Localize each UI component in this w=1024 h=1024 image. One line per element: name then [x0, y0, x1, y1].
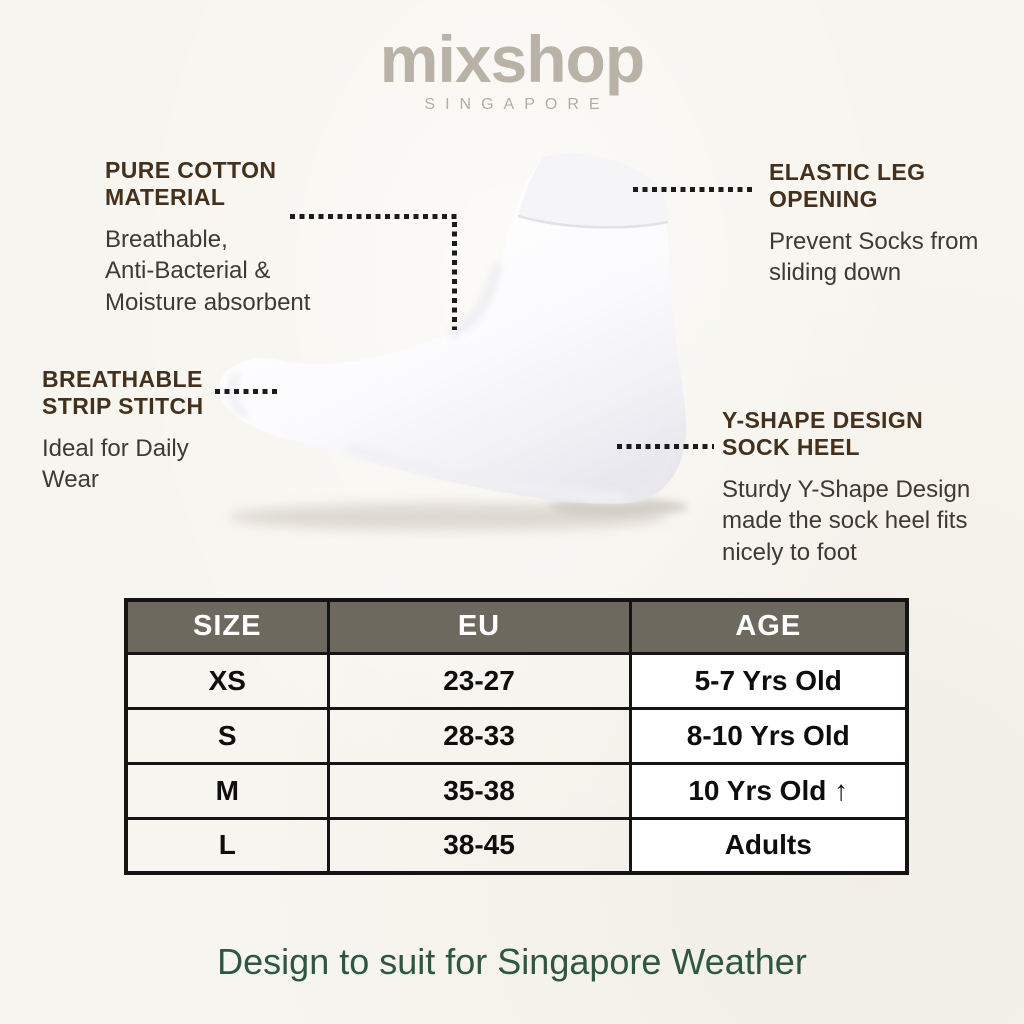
cell-age: 10 Yrs Old ↑ [628, 761, 909, 820]
sock-body [219, 153, 687, 504]
sock-image [198, 128, 730, 548]
brand-logo-text: mixshop [379, 22, 645, 96]
callout-y-shape-heel: Y-SHAPE DESIGN SOCK HEEL Sturdy Y-Shape … [722, 407, 1012, 568]
col-header-size: SIZE [124, 598, 330, 655]
sock-illustration [219, 153, 688, 531]
dotted-line-elastic-leg [633, 187, 755, 192]
callout-y-shape-heel-title: Y-SHAPE DESIGN SOCK HEEL [722, 407, 924, 461]
callout-pure-cotton-body: Breathable, Anti-Bacterial & Moisture ab… [105, 226, 311, 316]
cell-size: M [124, 761, 330, 820]
cell-size: S [124, 706, 330, 765]
footer-tagline: Design to suit for Singapore Weather [217, 941, 807, 982]
size-table-section: SIZE EU AGE XS 23-27 5-7 Yrs Old S 28-33… [124, 598, 909, 875]
callout-elastic-leg-title: ELASTIC LEG OPENING [769, 159, 926, 213]
table-row-l: L 38-45 Adults [124, 816, 909, 875]
dotted-line-y-shape-heel [617, 444, 714, 449]
sock-cuff-band [518, 153, 668, 228]
callout-breathable-stitch-body: Ideal for Daily Wear [42, 435, 189, 494]
size-table: SIZE EU AGE XS 23-27 5-7 Yrs Old S 28-33… [124, 598, 909, 875]
brand-subtitle: SINGAPORE [424, 96, 610, 113]
sock-cuff-seam [517, 214, 669, 229]
callout-pure-cotton-title: PURE COTTON MATERIAL [105, 157, 277, 211]
cell-size: L [124, 816, 330, 875]
callout-pure-cotton: PURE COTTON MATERIAL Breathable, Anti-Ba… [105, 157, 395, 318]
callout-elastic-leg: ELASTIC LEG OPENING Prevent Socks from s… [769, 159, 1014, 289]
callout-elastic-leg-body: Prevent Socks from sliding down [769, 228, 979, 287]
table-row-m: M 35-38 10 Yrs Old ↑ [124, 761, 909, 820]
cell-eu: 35-38 [326, 761, 632, 820]
brand-header: mixshop SINGAPORE [0, 26, 1024, 114]
callout-breathable-stitch: BREATHABLE STRIP STITCH Ideal for Daily … [42, 366, 277, 496]
table-row-xs: XS 23-27 5-7 Yrs Old [124, 651, 909, 710]
cell-eu: 23-27 [326, 651, 632, 710]
callout-y-shape-heel-body: Sturdy Y-Shape Design made the sock heel… [722, 476, 971, 566]
dotted-line-breathable-stitch [215, 389, 277, 394]
col-header-age: AGE [628, 598, 909, 655]
callout-breathable-stitch-title: BREATHABLE STRIP STITCH [42, 366, 204, 420]
cell-eu: 38-45 [326, 816, 632, 875]
dotted-line-pure-cotton-vertical [452, 222, 457, 330]
cell-age: Adults [628, 816, 909, 875]
col-header-eu: EU [326, 598, 632, 655]
size-table-header-row: SIZE EU AGE [124, 598, 909, 655]
cell-eu: 28-33 [326, 706, 632, 765]
cell-age: 5-7 Yrs Old [628, 651, 909, 710]
cell-age: 8-10 Yrs Old [628, 706, 909, 765]
table-row-s: S 28-33 8-10 Yrs Old [124, 706, 909, 765]
dotted-line-pure-cotton-horizontal [290, 214, 458, 219]
cell-size: XS [124, 651, 330, 710]
